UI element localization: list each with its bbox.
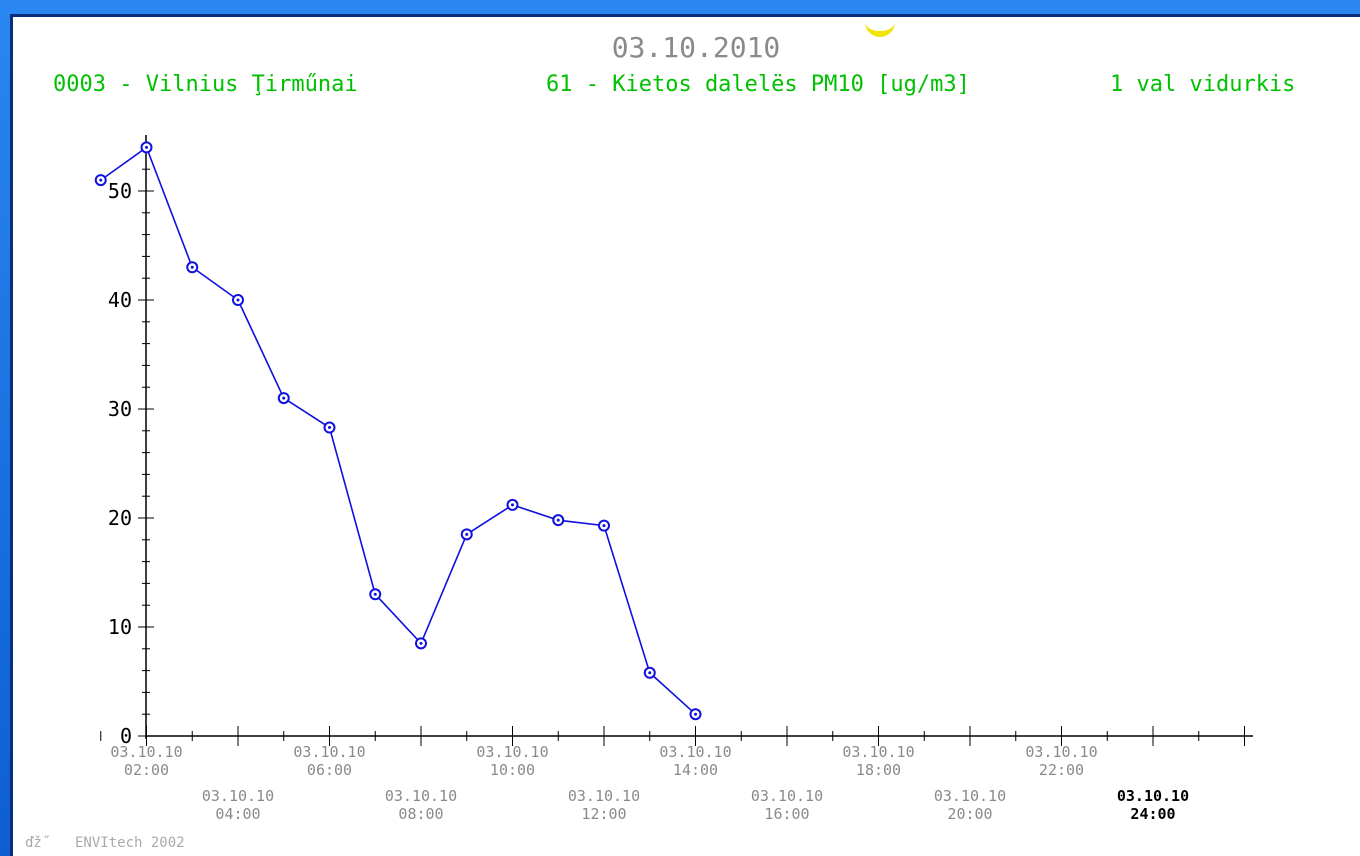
x-tick-date-12: 03.10.10	[568, 787, 640, 805]
x-tick-date-2: 03.10.10	[110, 743, 182, 761]
series-line	[100, 146, 697, 715]
chart-panel: 03.10.2010 0003 - Vilnius Ţirműnai 61 - …	[10, 14, 1360, 856]
data-point-center-12	[602, 524, 606, 528]
y-tick-label-0: 0	[120, 724, 132, 748]
y-tick-label-30: 30	[108, 397, 132, 421]
x-tick-time-12: 12:00	[581, 805, 626, 823]
y-tick-label-10: 10	[108, 615, 132, 639]
data-point-center-9	[465, 532, 469, 536]
x-tick-time-16: 16:00	[764, 805, 809, 823]
x-tick-date-10: 03.10.10	[476, 743, 548, 761]
x-tick-time-6: 06:00	[307, 761, 352, 779]
x-tick-date-14: 03.10.10	[659, 743, 731, 761]
data-point-center-6	[328, 426, 331, 430]
chart-date-title: 03.10.2010	[612, 31, 781, 64]
data-point-center-11	[556, 518, 560, 522]
x-tick-date-8: 03.10.10	[385, 787, 457, 805]
frame-decoration	[865, 9, 895, 37]
x-tick-time-10: 10:00	[490, 761, 535, 779]
y-ticks: 0 10 20 30 40 50	[108, 146, 154, 748]
x-tick-time-18: 18:00	[856, 761, 901, 779]
x-tick-time-4: 04:00	[215, 805, 260, 823]
x-tick-date-18: 03.10.10	[842, 743, 914, 761]
data-point-center-2	[145, 145, 148, 149]
data-point-center-10	[511, 503, 514, 507]
x-tick-date-22: 03.10.10	[1025, 743, 1097, 761]
x-tick-date-20: 03.10.10	[934, 787, 1006, 805]
x-tick-time-2: 02:00	[124, 761, 169, 779]
x-tick-time-24: 24:00	[1130, 805, 1175, 823]
x-tick-time-8: 08:00	[398, 805, 443, 823]
y-tick-label-50: 50	[108, 179, 132, 203]
data-point-center-14	[694, 712, 697, 716]
x-tick-date-6: 03.10.10	[293, 743, 365, 761]
pm10-line-chart: 03.10.2010 0003 - Vilnius Ţirműnai 61 - …	[25, 31, 1295, 851]
x-tick-time-20: 20:00	[947, 805, 992, 823]
x-ticks: 03.10.1002:0003.10.1004:0003.10.1006:000…	[100, 726, 1245, 823]
data-point-center-3	[190, 265, 194, 269]
x-tick-time-22: 22:00	[1039, 761, 1084, 779]
series-pm10	[94, 141, 702, 721]
averaging-label: 1 val vidurkis	[1110, 72, 1295, 97]
data-point-center-13	[648, 671, 652, 675]
x-tick-date-4: 03.10.10	[202, 787, 274, 805]
data-point-center-4	[236, 298, 240, 302]
x-tick-time-14: 14:00	[673, 761, 718, 779]
data-point-center-1	[99, 178, 103, 182]
data-point-center-7	[373, 592, 377, 596]
data-point-center-5	[282, 396, 286, 400]
x-tick-date-16: 03.10.10	[751, 787, 823, 805]
station-label: 0003 - Vilnius Ţirműnai	[53, 72, 358, 97]
credit-text: ENVItech 2002	[75, 835, 185, 851]
x-tick-date-24: 03.10.10	[1117, 787, 1189, 805]
credit-glyph: ďž˝	[25, 835, 50, 851]
y-tick-label-20: 20	[108, 506, 132, 530]
y-tick-label-40: 40	[108, 288, 132, 312]
data-point-center-8	[419, 641, 423, 645]
parameter-label: 61 - Kietos dalelës PM10 [ug/m3]	[546, 72, 970, 97]
